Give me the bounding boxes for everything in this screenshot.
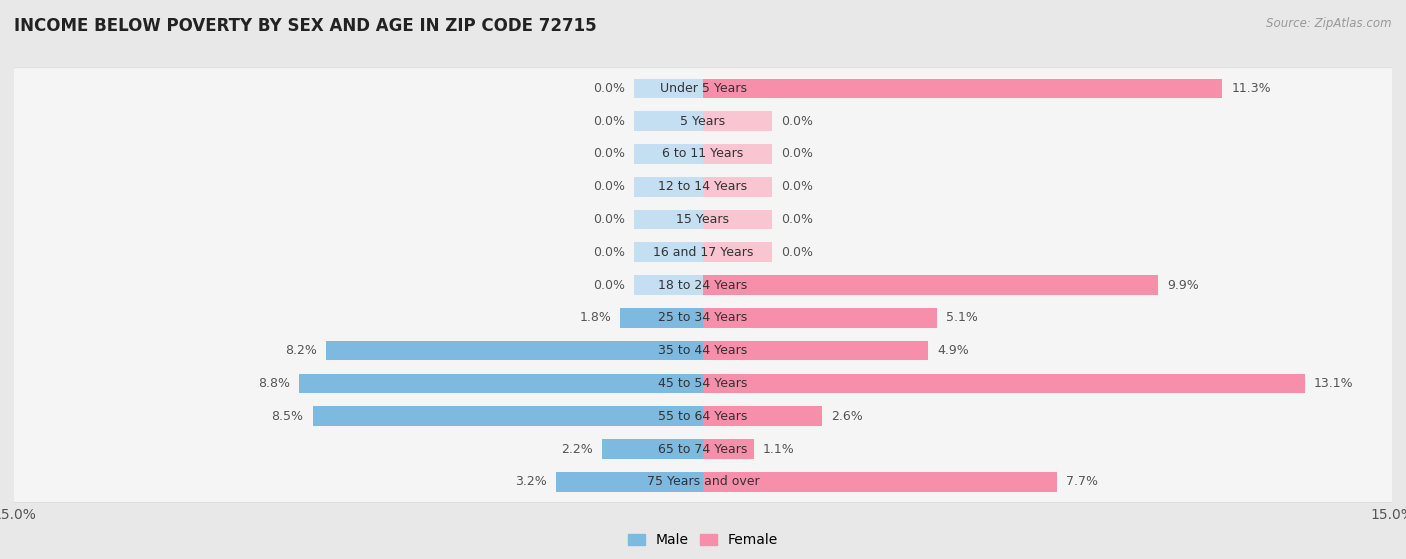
- Text: 5 Years: 5 Years: [681, 115, 725, 127]
- Bar: [703, 111, 772, 131]
- FancyBboxPatch shape: [10, 101, 1396, 142]
- FancyBboxPatch shape: [10, 133, 1396, 174]
- Bar: [703, 79, 1222, 98]
- FancyBboxPatch shape: [10, 232, 1396, 273]
- Bar: [326, 341, 703, 361]
- Bar: [602, 439, 703, 459]
- Bar: [312, 406, 703, 426]
- FancyBboxPatch shape: [10, 363, 1396, 404]
- FancyBboxPatch shape: [10, 199, 1396, 240]
- Text: 12 to 14 Years: 12 to 14 Years: [658, 180, 748, 193]
- FancyBboxPatch shape: [10, 166, 1396, 207]
- Bar: [703, 275, 1157, 295]
- Bar: [703, 308, 938, 328]
- Bar: [620, 308, 703, 328]
- FancyBboxPatch shape: [10, 297, 1396, 339]
- Text: 55 to 64 Years: 55 to 64 Years: [658, 410, 748, 423]
- Text: Source: ZipAtlas.com: Source: ZipAtlas.com: [1267, 17, 1392, 30]
- Bar: [555, 472, 703, 491]
- FancyBboxPatch shape: [10, 462, 1396, 502]
- Text: 25 to 34 Years: 25 to 34 Years: [658, 311, 748, 324]
- Bar: [703, 243, 772, 262]
- Text: 0.0%: 0.0%: [593, 246, 624, 259]
- Text: 35 to 44 Years: 35 to 44 Years: [658, 344, 748, 357]
- Text: Under 5 Years: Under 5 Years: [659, 82, 747, 95]
- Text: INCOME BELOW POVERTY BY SEX AND AGE IN ZIP CODE 72715: INCOME BELOW POVERTY BY SEX AND AGE IN Z…: [14, 17, 596, 35]
- Text: 16 and 17 Years: 16 and 17 Years: [652, 246, 754, 259]
- FancyBboxPatch shape: [10, 68, 1396, 108]
- FancyBboxPatch shape: [10, 297, 1396, 338]
- Text: 13.1%: 13.1%: [1313, 377, 1354, 390]
- Bar: [703, 210, 772, 229]
- Bar: [703, 373, 1305, 394]
- Text: 0.0%: 0.0%: [782, 246, 813, 259]
- FancyBboxPatch shape: [10, 461, 1396, 503]
- Text: 0.0%: 0.0%: [782, 180, 813, 193]
- Bar: [703, 177, 772, 197]
- FancyBboxPatch shape: [10, 330, 1396, 371]
- Text: 0.0%: 0.0%: [593, 148, 624, 160]
- FancyBboxPatch shape: [10, 428, 1396, 470]
- Text: 8.2%: 8.2%: [285, 344, 318, 357]
- Text: 0.0%: 0.0%: [593, 115, 624, 127]
- Text: 8.8%: 8.8%: [257, 377, 290, 390]
- Text: 3.2%: 3.2%: [515, 475, 547, 489]
- FancyBboxPatch shape: [10, 396, 1396, 437]
- Text: 11.3%: 11.3%: [1232, 82, 1271, 95]
- Text: 0.0%: 0.0%: [593, 82, 624, 95]
- FancyBboxPatch shape: [10, 363, 1396, 404]
- FancyBboxPatch shape: [10, 265, 1396, 305]
- Text: 1.8%: 1.8%: [579, 311, 612, 324]
- Bar: [634, 144, 703, 164]
- FancyBboxPatch shape: [10, 330, 1396, 371]
- Text: 0.0%: 0.0%: [593, 213, 624, 226]
- FancyBboxPatch shape: [10, 199, 1396, 240]
- Text: 8.5%: 8.5%: [271, 410, 304, 423]
- Text: 15 Years: 15 Years: [676, 213, 730, 226]
- Bar: [634, 210, 703, 229]
- Bar: [703, 144, 772, 164]
- FancyBboxPatch shape: [10, 68, 1396, 109]
- Bar: [634, 111, 703, 131]
- Text: 2.2%: 2.2%: [561, 443, 593, 456]
- Bar: [703, 341, 928, 361]
- Text: 0.0%: 0.0%: [782, 213, 813, 226]
- Text: 7.7%: 7.7%: [1066, 475, 1098, 489]
- FancyBboxPatch shape: [10, 396, 1396, 437]
- Bar: [634, 275, 703, 295]
- Text: 1.1%: 1.1%: [762, 443, 794, 456]
- Text: 5.1%: 5.1%: [946, 311, 979, 324]
- Text: 0.0%: 0.0%: [593, 278, 624, 292]
- FancyBboxPatch shape: [10, 264, 1396, 306]
- Text: 0.0%: 0.0%: [782, 115, 813, 127]
- FancyBboxPatch shape: [10, 134, 1396, 174]
- Bar: [634, 243, 703, 262]
- Bar: [299, 373, 703, 394]
- Bar: [703, 472, 1057, 491]
- Bar: [634, 79, 703, 98]
- FancyBboxPatch shape: [10, 101, 1396, 141]
- Text: 6 to 11 Years: 6 to 11 Years: [662, 148, 744, 160]
- Text: 2.6%: 2.6%: [831, 410, 863, 423]
- Bar: [703, 439, 754, 459]
- Text: 0.0%: 0.0%: [782, 148, 813, 160]
- Text: 0.0%: 0.0%: [593, 180, 624, 193]
- Text: 45 to 54 Years: 45 to 54 Years: [658, 377, 748, 390]
- Text: 4.9%: 4.9%: [938, 344, 969, 357]
- Text: 18 to 24 Years: 18 to 24 Years: [658, 278, 748, 292]
- Bar: [703, 406, 823, 426]
- FancyBboxPatch shape: [10, 231, 1396, 273]
- FancyBboxPatch shape: [10, 429, 1396, 470]
- Text: 65 to 74 Years: 65 to 74 Years: [658, 443, 748, 456]
- Legend: Male, Female: Male, Female: [623, 528, 783, 553]
- FancyBboxPatch shape: [10, 167, 1396, 207]
- Bar: [634, 177, 703, 197]
- Text: 75 Years and over: 75 Years and over: [647, 475, 759, 489]
- Text: 9.9%: 9.9%: [1167, 278, 1199, 292]
